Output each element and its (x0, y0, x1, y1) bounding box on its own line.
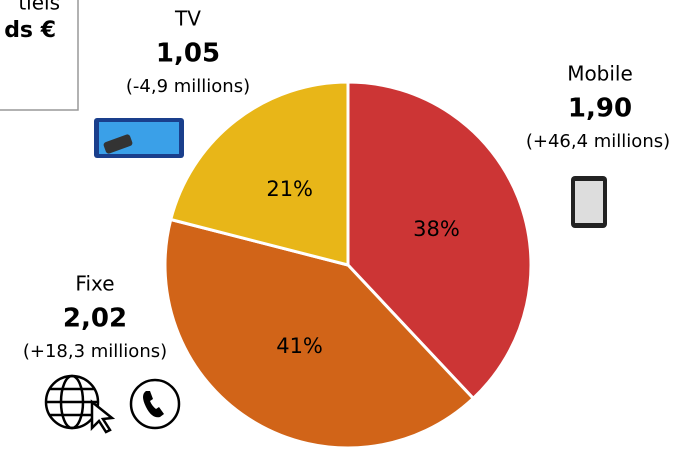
box-text: tiels (18, 0, 60, 15)
category-label: Mobile (567, 62, 633, 86)
icon (575, 181, 603, 223)
slice-label: 21% (266, 177, 313, 201)
box-text: ds € (4, 18, 56, 43)
box-frame (0, 0, 78, 110)
tablet-icon (571, 176, 607, 228)
tv-icon (94, 118, 184, 158)
phone-icon (131, 380, 179, 428)
category-label: TV (174, 7, 201, 31)
icon (92, 402, 112, 432)
category-label: Fixe (75, 272, 114, 296)
pie (165, 82, 531, 448)
change-label: (+46,4 millions) (526, 131, 670, 152)
amount-label: 2,02 (63, 304, 127, 334)
globe-icon (46, 376, 112, 432)
change-label: (-4,9 millions) (126, 76, 250, 97)
slice-label: 38% (413, 217, 460, 241)
icon (131, 380, 179, 428)
corner-box: tiels ds € (0, 0, 78, 110)
icon (143, 391, 164, 417)
amount-label: 1,05 (156, 39, 220, 69)
amount-label: 1,90 (568, 94, 632, 124)
change-label: (+18,3 millions) (23, 341, 167, 362)
slice-label: 41% (276, 334, 323, 358)
chart: tiels ds € 38% Mobile 1,90 (+46,4 millions)… (0, 0, 687, 450)
